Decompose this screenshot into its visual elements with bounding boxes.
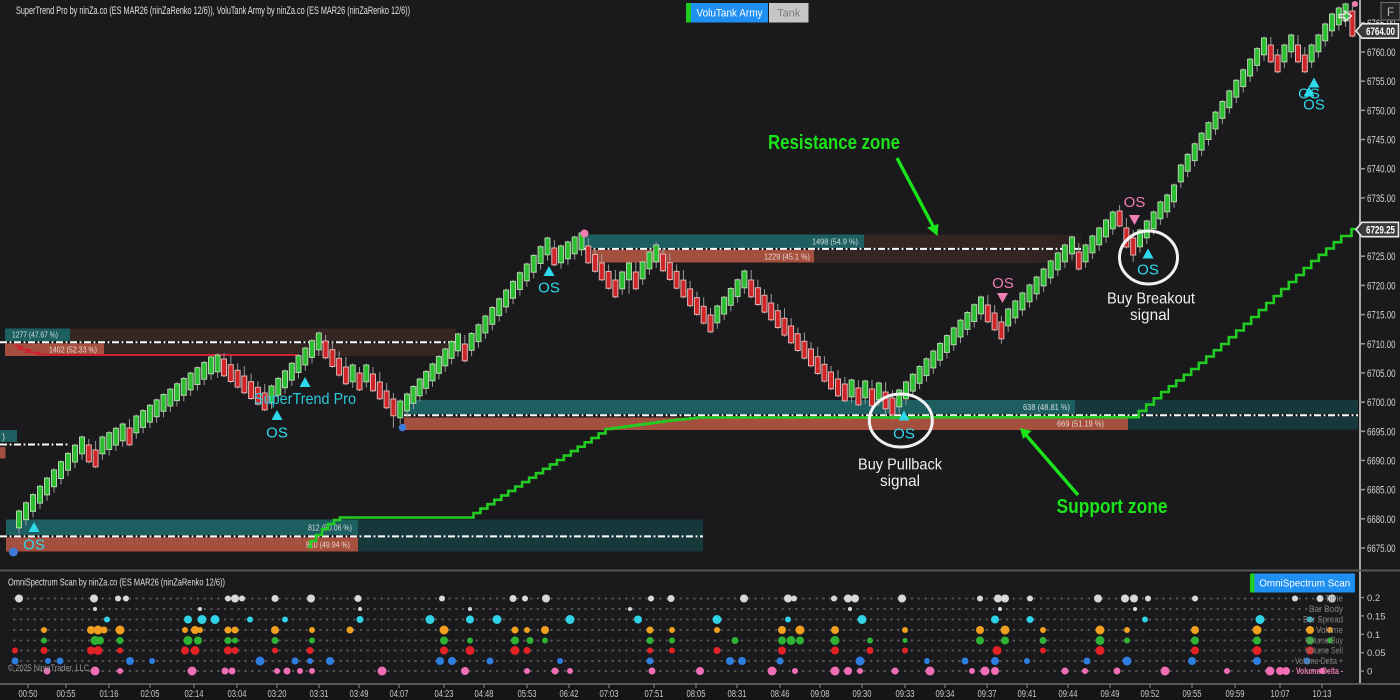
svg-text:OS: OS	[893, 425, 915, 442]
svg-text:OS: OS	[1137, 261, 1159, 278]
svg-text:6725.00: 6725.00	[1367, 251, 1396, 263]
svg-text:Buy Pullback: Buy Pullback	[858, 457, 943, 474]
svg-text:0.1: 0.1	[1367, 630, 1380, 641]
svg-text:6705.00: 6705.00	[1367, 368, 1396, 380]
svg-text:812 (50.06 %): 812 (50.06 %)	[308, 523, 352, 533]
svg-text:0.2: 0.2	[1367, 593, 1380, 604]
svg-text:08:46: 08:46	[771, 689, 790, 700]
svg-text:07:51: 07:51	[645, 689, 664, 700]
svg-text:03:31: 03:31	[310, 689, 329, 700]
svg-text:F: F	[1387, 7, 1394, 19]
svg-text:0.15: 0.15	[1367, 611, 1386, 622]
svg-text:04:07: 04:07	[390, 689, 409, 700]
svg-text:04:48: 04:48	[475, 689, 494, 700]
svg-text:03:20: 03:20	[268, 689, 287, 700]
svg-text:09:37: 09:37	[978, 689, 997, 700]
svg-text:OS: OS	[992, 275, 1014, 292]
svg-text:VoluTank Army: VoluTank Army	[697, 8, 763, 20]
svg-text:Tank: Tank	[777, 8, 801, 20]
svg-text:signal: signal	[880, 473, 920, 490]
svg-text:Volume Buy: Volume Buy	[1305, 636, 1343, 646]
svg-text:01:16: 01:16	[100, 689, 119, 700]
svg-text:OmniSpectrum Scan: OmniSpectrum Scan	[1259, 578, 1350, 590]
svg-text:6685.00: 6685.00	[1367, 485, 1396, 497]
svg-text:signal: signal	[1130, 307, 1170, 324]
svg-text:02:14: 02:14	[185, 689, 204, 700]
svg-text:6764.00: 6764.00	[1366, 26, 1395, 38]
svg-text:00:50: 00:50	[19, 689, 38, 700]
svg-text:03:04: 03:04	[228, 689, 247, 700]
svg-text:6745.00: 6745.00	[1367, 135, 1396, 147]
svg-text:6675.00: 6675.00	[1367, 543, 1396, 555]
svg-text:Volume Delta +: Volume Delta +	[1295, 656, 1343, 666]
svg-text:0.05: 0.05	[1367, 648, 1386, 659]
svg-text:09:08: 09:08	[811, 689, 830, 700]
svg-text:09:34: 09:34	[936, 689, 955, 700]
svg-text:09:41: 09:41	[1018, 689, 1037, 700]
svg-text:SuperTrend Pro by ninZa.co (ES: SuperTrend Pro by ninZa.co (ES MAR26 (ni…	[16, 5, 410, 17]
svg-text:Bar Body: Bar Body	[1309, 604, 1343, 614]
svg-text:OS: OS	[23, 536, 45, 553]
svg-text:08:05: 08:05	[687, 689, 706, 700]
svg-text:6700.00: 6700.00	[1367, 397, 1396, 409]
svg-text:04:23: 04:23	[435, 689, 454, 700]
svg-text:OS: OS	[1298, 85, 1320, 102]
svg-text:810 (49.94 %): 810 (49.94 %)	[306, 540, 350, 550]
svg-text:1498 (54.9 %): 1498 (54.9 %)	[812, 237, 858, 247]
svg-text:6695.00: 6695.00	[1367, 426, 1396, 438]
svg-text:09:59: 09:59	[1226, 689, 1245, 700]
svg-text:09:55: 09:55	[1183, 689, 1202, 700]
svg-text:Buy Breakout: Buy Breakout	[1107, 291, 1196, 308]
svg-text:03:49: 03:49	[350, 689, 369, 700]
svg-text:Volume Delta -: Volume Delta -	[1296, 666, 1343, 676]
svg-text:02:05: 02:05	[141, 689, 160, 700]
svg-text:669 (51.19 %): 669 (51.19 %)	[1057, 419, 1104, 429]
svg-text:09:52: 09:52	[1141, 689, 1160, 700]
svg-text:1402 (52.33 %): 1402 (52.33 %)	[49, 345, 97, 355]
svg-text:OmniSpectrum Scan by ninZa.co: OmniSpectrum Scan by ninZa.co (ES MAR26 …	[8, 577, 225, 589]
svg-text:07:03: 07:03	[600, 689, 619, 700]
svg-text:6750.00: 6750.00	[1367, 105, 1396, 117]
svg-text:08:31: 08:31	[728, 689, 747, 700]
svg-text:638 (48.81 %): 638 (48.81 %)	[1023, 402, 1070, 412]
svg-text:1277 (47.67 %): 1277 (47.67 %)	[12, 330, 58, 340]
svg-text:6710.00: 6710.00	[1367, 339, 1396, 351]
svg-text:Time: Time	[1325, 594, 1343, 604]
svg-text:6735.00: 6735.00	[1367, 193, 1396, 205]
svg-text:1229 (45.1 %): 1229 (45.1 %)	[764, 252, 810, 262]
svg-text:05:53: 05:53	[518, 689, 537, 700]
svg-text:6680.00: 6680.00	[1367, 514, 1396, 526]
svg-text:09:30: 09:30	[853, 689, 872, 700]
svg-text:09:49: 09:49	[1101, 689, 1120, 700]
svg-text:6690.00: 6690.00	[1367, 455, 1396, 467]
svg-text:10:07: 10:07	[1271, 689, 1290, 700]
svg-text:Support zone: Support zone	[1057, 496, 1168, 518]
svg-text:OS: OS	[1124, 194, 1146, 211]
svg-text:09:44: 09:44	[1059, 689, 1078, 700]
svg-text:Volume Sell: Volume Sell	[1305, 646, 1343, 656]
svg-text:09:33: 09:33	[896, 689, 915, 700]
svg-text:10:13: 10:13	[1313, 689, 1332, 700]
svg-text:6740.00: 6740.00	[1367, 164, 1396, 176]
svg-text:OS: OS	[266, 424, 288, 441]
svg-text:Resistance zone: Resistance zone	[768, 132, 900, 154]
svg-text:6720.00: 6720.00	[1367, 280, 1396, 292]
svg-text:Bar Spread: Bar Spread	[1303, 615, 1343, 625]
svg-text:): )	[2, 432, 5, 442]
svg-text:0: 0	[1367, 667, 1372, 678]
svg-text:© 2025 NinjaTrader, LLC: © 2025 NinjaTrader, LLC	[8, 663, 89, 674]
svg-text:6760.00: 6760.00	[1367, 47, 1396, 59]
svg-text:00:55: 00:55	[57, 689, 76, 700]
svg-text:06:42: 06:42	[560, 689, 579, 700]
svg-text:6755.00: 6755.00	[1367, 76, 1396, 88]
svg-text:6729.25: 6729.25	[1366, 225, 1395, 237]
svg-text:Volume: Volume	[1316, 625, 1343, 635]
svg-text:OS: OS	[538, 279, 560, 296]
svg-text:SuperTrend Pro: SuperTrend Pro	[254, 391, 356, 408]
svg-text:OS: OS	[1303, 96, 1325, 113]
svg-text:6715.00: 6715.00	[1367, 310, 1396, 322]
